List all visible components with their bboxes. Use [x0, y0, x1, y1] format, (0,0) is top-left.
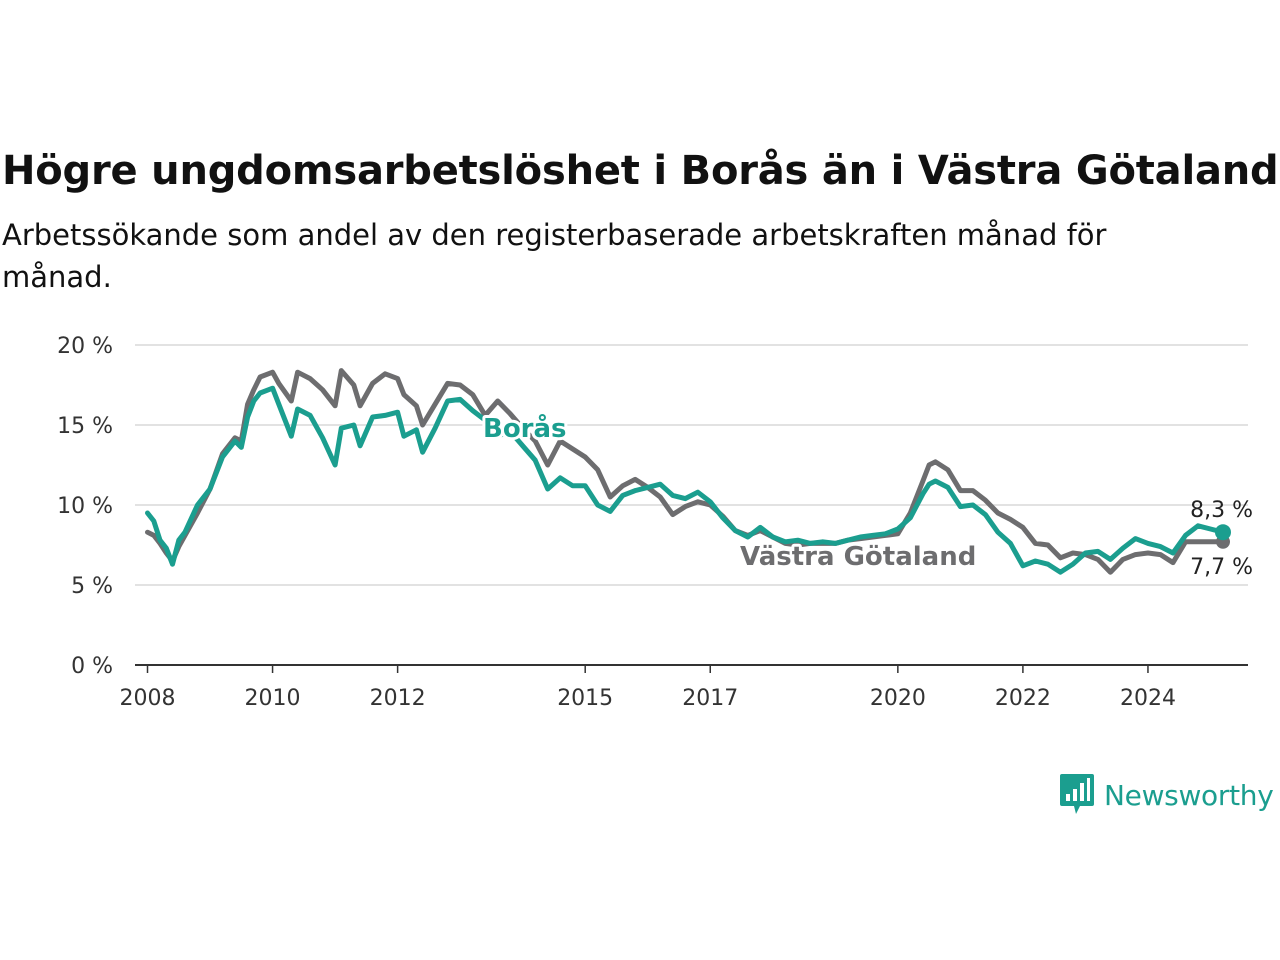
x-tick-label: 2020 — [870, 686, 926, 711]
x-tick-label: 2015 — [557, 686, 613, 711]
x-tick-label: 2024 — [1120, 686, 1176, 711]
chart-title: Högre ungdomsarbetslöshet i Borås än i V… — [2, 148, 1279, 194]
gridlines — [135, 344, 1248, 586]
newsworthy-logo: Newsworthy — [1058, 772, 1274, 818]
x-tick-label: 2008 — [120, 686, 176, 711]
series-lines — [145, 368, 1226, 575]
brand-name: Newsworthy — [1104, 778, 1274, 812]
series-label-boras-halo: Borås — [483, 412, 567, 444]
series-label-vastra-gotaland-halo: Västra Götaland — [740, 542, 976, 572]
chart-bubble-icon — [1060, 774, 1094, 814]
end-label-boras: 8,3 % — [1190, 498, 1253, 523]
y-tick-label: 5 % — [71, 574, 113, 599]
x-tick-label: 2012 — [370, 686, 426, 711]
x-axis-ticks: 2008 2010 2012 2015 2017 2020 2022 2024 — [120, 665, 1176, 711]
y-tick-label: 10 % — [57, 494, 113, 519]
x-tick-label: 2022 — [995, 686, 1051, 711]
y-tick-label: 15 % — [57, 414, 113, 439]
series-label-vastra-gotaland: Västra Götaland — [740, 542, 976, 572]
y-tick-label: 20 % — [57, 334, 113, 359]
series-label-boras: Borås — [483, 412, 567, 444]
end-point-boras — [1214, 524, 1231, 541]
series-line-borås — [145, 385, 1226, 575]
line-chart: 0 %5 %10 %15 %20 % 2008 2010 2012 2015 2017 2… — [57, 334, 1253, 711]
y-tick-label: 0 % — [71, 654, 113, 679]
y-axis-ticks: 0 % 5 % 10 % 15 % 20 % — [57, 334, 113, 679]
x-tick-label: 2017 — [682, 686, 738, 711]
chart-subtitle: Arbetssökande som andel av den registerb… — [2, 218, 1107, 294]
x-tick-label: 2010 — [245, 686, 301, 711]
end-label-vastra-gotaland: 7,7 % — [1190, 555, 1253, 580]
series-line-västra-götaland — [145, 368, 1226, 575]
